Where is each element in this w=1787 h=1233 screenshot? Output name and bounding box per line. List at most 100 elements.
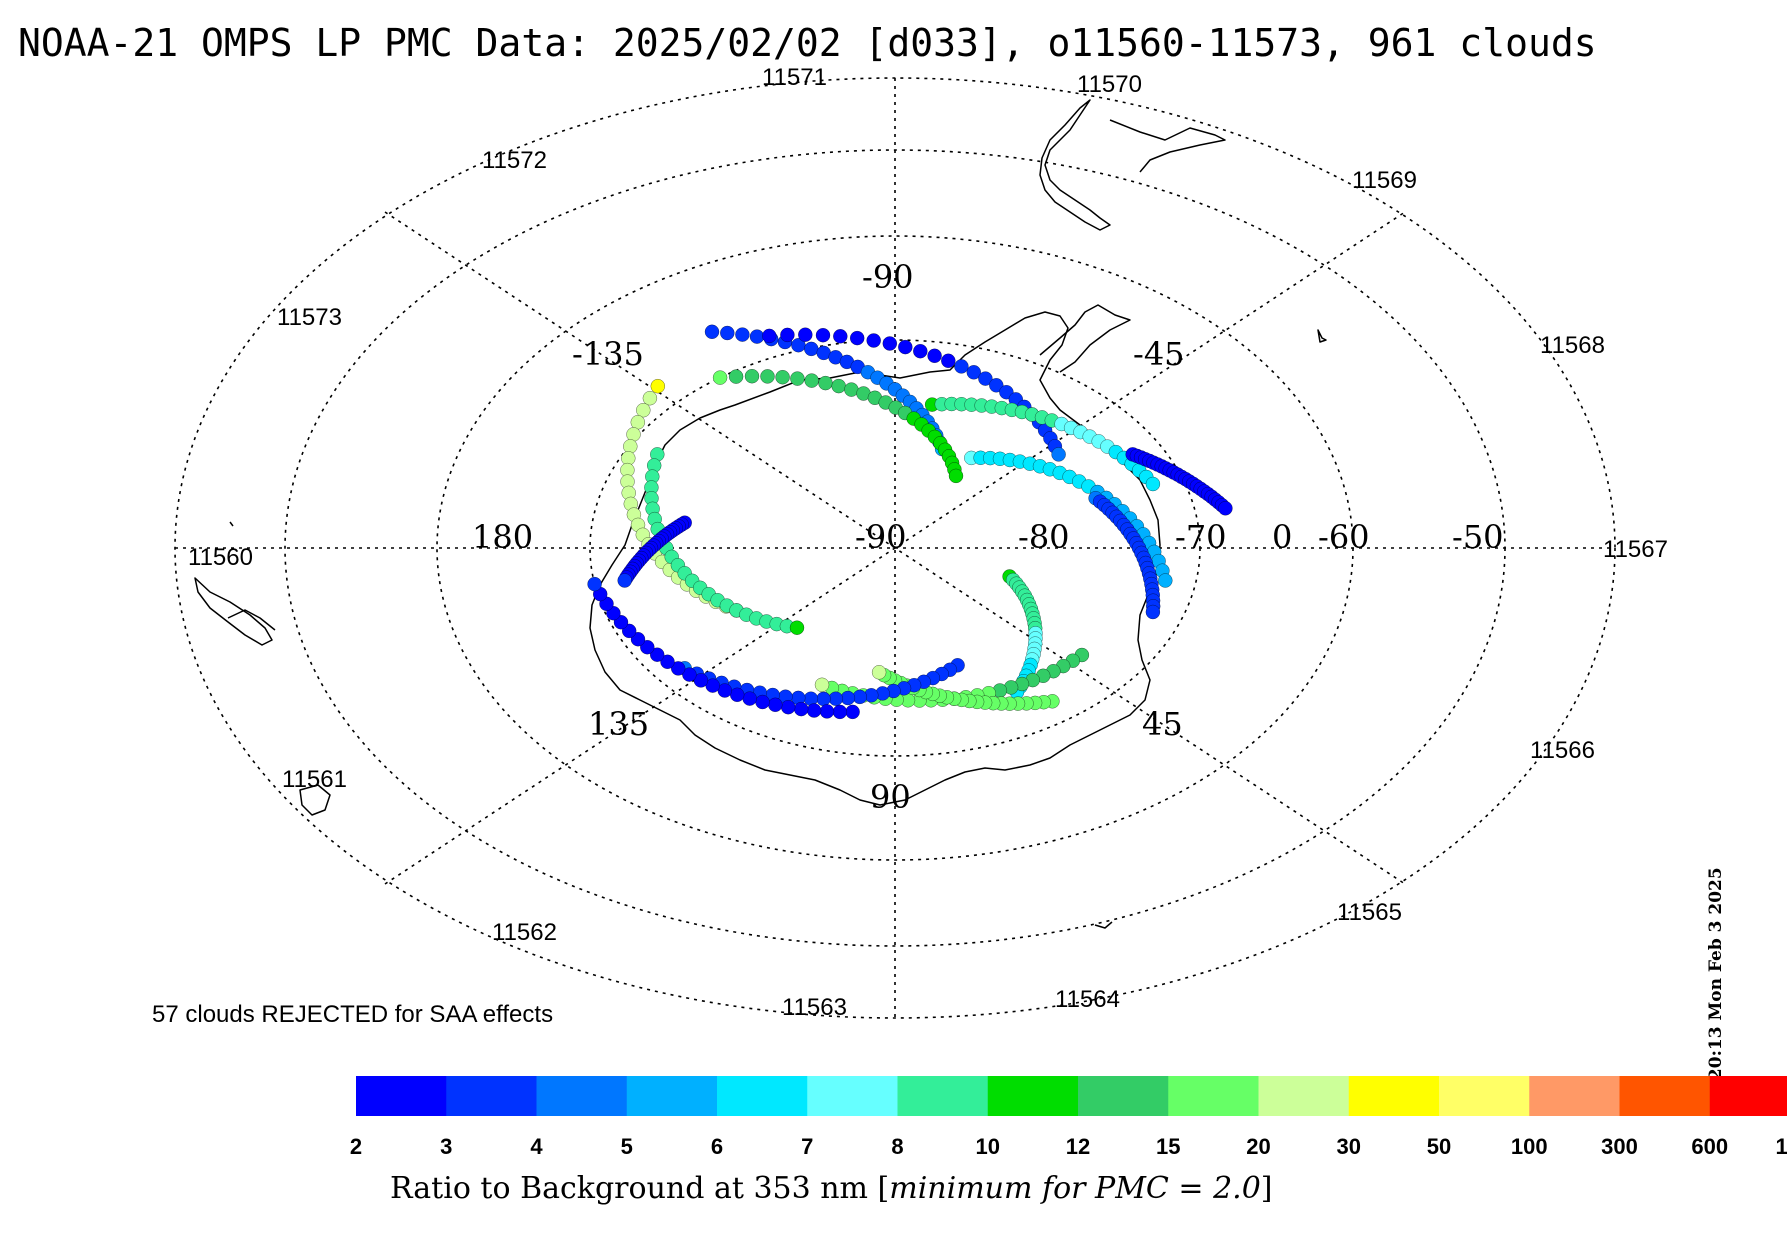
pmc-cloud-point	[762, 328, 777, 344]
antarctica-coastline	[589, 311, 1161, 806]
pmc-cloud-point	[815, 328, 831, 343]
lon-label-upper-right: -45	[1133, 335, 1185, 373]
pmc-cloud-point	[866, 333, 881, 348]
orbit-label-11562: 11562	[492, 919, 557, 946]
colorbar-swatch	[717, 1076, 808, 1116]
pmc-cloud-point	[660, 654, 675, 669]
lon-label-left: 180	[472, 518, 533, 556]
colorbar-swatch	[536, 1076, 628, 1116]
pmc-cloud-point	[798, 327, 813, 342]
lat-label-80: -80	[1018, 518, 1070, 556]
orbit-label-11572: 11572	[482, 147, 547, 174]
orbit-label-11573: 11573	[277, 304, 342, 331]
pmc-cloud-point	[704, 324, 720, 339]
lon-label-top: -90	[862, 258, 914, 296]
pmc-cloud-point	[742, 691, 757, 706]
polar-map: -90 -135 -45 180 0 135 45 90 -90 -80 -70…	[174, 64, 1668, 1021]
south-america-coastline	[1039, 99, 1226, 231]
pmc-cloud-point	[833, 329, 848, 344]
pmc-cloud-point	[768, 697, 783, 712]
colorbar-swatch	[1619, 1076, 1711, 1116]
colorbar-swatch	[1168, 1076, 1259, 1116]
orbit-label-11567: 11567	[1603, 536, 1668, 563]
colorbar-tick-label: 12	[1066, 1134, 1090, 1159]
pmc-cloud-point	[1145, 604, 1161, 620]
colorbar-tick-label: 30	[1337, 1134, 1361, 1159]
pmc-cloud-point	[781, 700, 796, 715]
colorbar-tick-label: 2	[350, 1134, 362, 1159]
pmc-cloud-point	[1158, 573, 1173, 588]
orbit-label-11564: 11564	[1055, 986, 1120, 1013]
lon-label-right: 0	[1272, 518, 1292, 556]
pmc-cloud-point	[954, 359, 969, 374]
colorbar-swatch	[1709, 1076, 1787, 1116]
pmc-cloud-point	[775, 370, 790, 385]
colorbar-tick-label: 15	[1156, 1134, 1180, 1159]
orbit-label-11566: 11566	[1530, 737, 1595, 764]
pmc-cloud-point	[650, 647, 665, 662]
colorbar-tick-label: 7	[801, 1134, 813, 1159]
south-georgia-island	[1094, 921, 1113, 929]
pmc-cloud-point	[814, 677, 830, 692]
pmc-cloud-point	[630, 632, 646, 647]
pmc-cloud-point	[794, 701, 809, 717]
lon-label-upper-left: -135	[572, 335, 644, 373]
colorbar-title-italic: minimum for PMC = 2.0	[889, 1171, 1261, 1206]
colorbar-title-suffix: ]	[1261, 1171, 1273, 1206]
pmc-cloud-point	[845, 704, 860, 720]
colorbar-swatch	[356, 1076, 447, 1116]
pmc-cloud-point	[735, 327, 750, 342]
pmc-cloud-point	[789, 620, 805, 635]
figure-title: NOAA-21 OMPS LP PMC Data: 2025/02/02 [d0…	[18, 21, 1597, 65]
rejected-note: 57 clouds REJECTED for SAA effects	[152, 1001, 553, 1028]
lat-label-50: -50	[1452, 518, 1504, 556]
pmc-cloud-point	[818, 375, 833, 391]
pmc-cloud-point	[1051, 447, 1066, 462]
orbit-label-11570: 11570	[1077, 71, 1142, 98]
pmc-cloud-point	[780, 327, 795, 343]
tasmania-coastline	[299, 784, 331, 816]
colorbar-swatch	[446, 1076, 537, 1116]
colorbar-tick-label: 6	[711, 1134, 723, 1159]
pmc-cloud-point	[623, 439, 638, 454]
pmc-cloud-point	[816, 691, 831, 707]
pmc-cloud-point	[819, 704, 835, 719]
pmc-cloud-point	[630, 415, 645, 430]
colorbar-tick-label: 8	[891, 1134, 903, 1159]
lat-label-90: -90	[855, 518, 907, 556]
colorbar	[356, 1076, 1787, 1116]
pmc-cloud-point	[682, 667, 697, 682]
pmc-cloud-point	[755, 694, 770, 710]
pmc-cloud-point	[832, 704, 848, 720]
pmc-cloud-point	[831, 378, 846, 394]
orbit-label-11565: 11565	[1337, 899, 1402, 926]
pmc-cloud-point	[728, 369, 744, 384]
lon-label-bottom: 90	[870, 778, 911, 816]
colorbar-swatch	[626, 1076, 718, 1116]
pmc-cloud-point	[636, 403, 651, 418]
pmc-cloud-point	[898, 339, 913, 355]
small-island-left	[229, 521, 234, 527]
pmc-cloud-point	[749, 329, 765, 344]
timestamp: 08:20:13 Mon Feb 3 2025	[1706, 867, 1726, 1110]
colorbar-tick-label: 100	[1511, 1134, 1548, 1159]
colorbar-title-prefix: Ratio to Background at 353 nm [	[390, 1171, 889, 1206]
lat-label-70: -70	[1175, 518, 1227, 556]
pmc-cloud-point	[828, 691, 843, 706]
colorbar-tick-label: 20	[1246, 1134, 1270, 1159]
pmc-cloud-point	[840, 690, 856, 706]
colorbar-swatch	[1078, 1076, 1169, 1116]
colorbar-tick-label: 50	[1427, 1134, 1451, 1159]
lon-label-lower-left: 135	[588, 705, 649, 743]
pmc-cloud-point	[871, 665, 887, 680]
new-zealand-coastline	[194, 577, 276, 646]
colorbar-tick-label: 300	[1601, 1134, 1638, 1159]
colorbar-tick-label: 4	[530, 1134, 543, 1159]
pmc-cloud-point	[978, 371, 993, 386]
orbit-label-11569: 11569	[1352, 167, 1417, 194]
pmc-cloud-point	[712, 370, 728, 385]
pmc-cloud-point	[850, 330, 865, 346]
pmc-cloud-point	[882, 336, 897, 351]
colorbar-swatch	[1348, 1076, 1440, 1116]
